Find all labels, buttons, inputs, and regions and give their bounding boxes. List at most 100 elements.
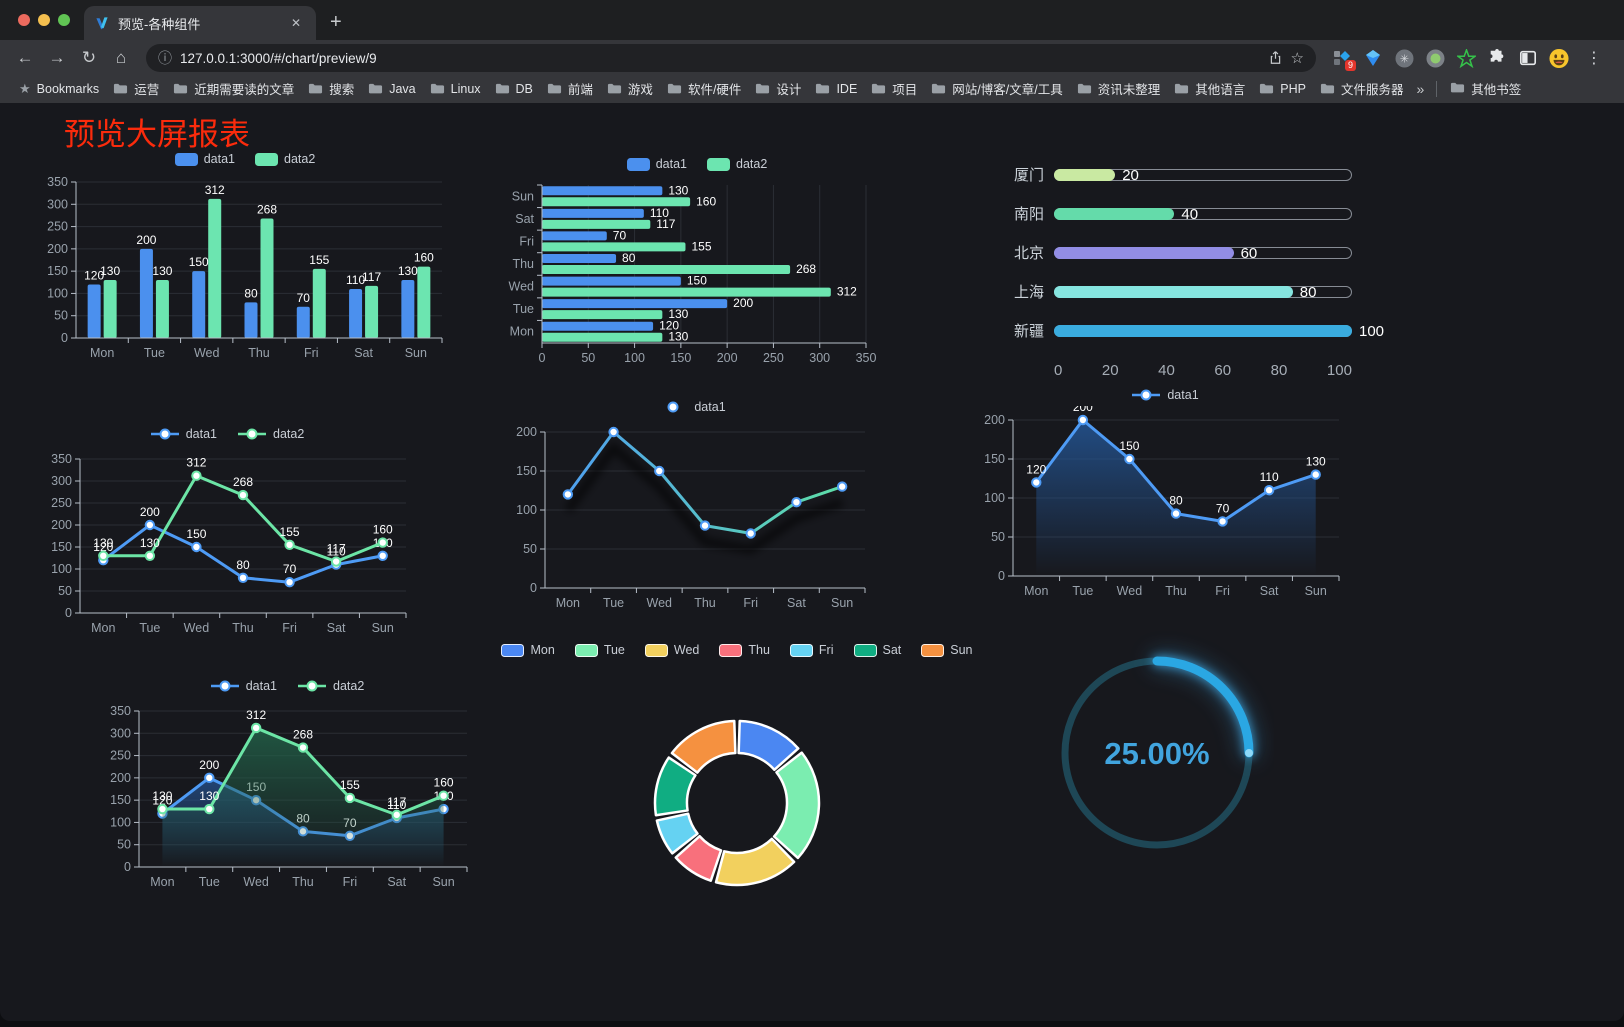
legend-item-data2[interactable]: data2: [237, 427, 304, 441]
svg-text:117: 117: [327, 542, 346, 556]
legend-marker-icon: [1132, 389, 1161, 401]
extension-star-icon[interactable]: [1456, 48, 1476, 68]
bookmark-star-icon[interactable]: ☆: [1290, 50, 1304, 67]
bookmark-folder-软件/硬件[interactable]: 软件/硬件: [660, 76, 748, 101]
legend-item-Sat[interactable]: Sat: [853, 643, 902, 657]
svg-text:200: 200: [110, 771, 131, 785]
bookmark-folder-运营[interactable]: 运营: [106, 76, 166, 101]
legend-marker-icon: [210, 680, 239, 692]
svg-text:Mon: Mon: [1024, 584, 1048, 598]
bookmark-folder-网站/博客/文章/工具[interactable]: 网站/博客/文章/工具: [924, 76, 1069, 101]
legend-item-Tue[interactable]: Tue: [574, 643, 625, 657]
legend-item-data1[interactable]: data1: [210, 679, 277, 693]
area-line-chart: data1 0 50 100 150 200 Mon Tue Wed Thu Fri Sat Sun 12…: [975, 384, 1355, 604]
bookmark-folder-搜索[interactable]: 搜索: [301, 76, 361, 101]
folder-icon: [816, 83, 830, 94]
legend-item-data2[interactable]: data2: [297, 679, 364, 693]
legend-item-data2[interactable]: data2: [255, 152, 315, 166]
svg-text:155: 155: [340, 778, 360, 792]
share-icon[interactable]: [1268, 50, 1283, 66]
bookmark-folder-label: 其他语言: [1195, 83, 1246, 97]
bookmark-folder-设计[interactable]: 设计: [748, 76, 808, 101]
legend-swatch: [707, 157, 730, 171]
legend-item-Mon[interactable]: Mon: [501, 643, 555, 657]
bookmark-folder-Linux[interactable]: Linux: [423, 78, 488, 99]
bookmarks-root[interactable]: ★ Bookmarks: [12, 78, 106, 100]
donut-chart: Mon Tue Wed Thu Fri Sat Sun: [501, 639, 973, 939]
progress-row-上海: 上海 80: [1000, 272, 1352, 311]
legend-item-data1[interactable]: data1: [1131, 388, 1199, 402]
close-window-button[interactable]: [18, 14, 30, 26]
extension-kite-icon[interactable]: [1363, 48, 1383, 68]
legend-item-data1[interactable]: data1: [174, 152, 235, 166]
profile-avatar[interactable]: [1549, 48, 1569, 68]
extensions-puzzle-icon[interactable]: [1487, 48, 1507, 68]
two-area-chart: data1 data2 0 50 100 150 200 250 300 350 Mon Tue Wed…: [95, 675, 479, 895]
bookmark-folder-文件服务器[interactable]: 文件服务器: [1313, 76, 1411, 101]
back-button[interactable]: ←: [16, 48, 34, 67]
browser-tab[interactable]: 预览-各种组件 ✕: [84, 6, 316, 40]
bookmark-folder-PHP[interactable]: PHP: [1252, 78, 1313, 99]
bookmark-folder-项目[interactable]: 项目: [864, 76, 924, 101]
home-button[interactable]: ⌂: [115, 48, 127, 67]
progress-track[interactable]: 20: [1054, 167, 1352, 184]
progress-track[interactable]: 40: [1054, 206, 1352, 223]
minimize-window-button[interactable]: [38, 14, 50, 26]
svg-text:150: 150: [51, 540, 72, 554]
progress-track[interactable]: 80: [1054, 284, 1352, 301]
svg-text:250: 250: [51, 496, 72, 510]
svg-text:Wed: Wed: [647, 596, 673, 610]
extension-blocker-icon[interactable]: 9: [1332, 48, 1356, 71]
extension-green-dot-icon[interactable]: [1425, 48, 1445, 68]
folder-icon: [114, 83, 128, 94]
progress-fill: [1054, 285, 1293, 298]
svg-text:130: 130: [140, 536, 160, 550]
forward-button[interactable]: →: [48, 48, 66, 67]
zoom-window-button[interactable]: [58, 14, 70, 26]
site-info-icon[interactable]: ⓘ: [158, 50, 172, 66]
progress-track[interactable]: 60: [1054, 245, 1352, 262]
axis-tick-label: 100: [1326, 362, 1352, 379]
progress-track[interactable]: 100: [1054, 323, 1384, 340]
bookmark-folder-IDE[interactable]: IDE: [808, 78, 864, 99]
legend-item-data1[interactable]: data1: [626, 157, 687, 171]
bookmark-folder-近期需要读的文章[interactable]: 近期需要读的文章: [166, 76, 301, 101]
bookmark-folder-DB[interactable]: DB: [488, 78, 540, 99]
legend-item-Fri[interactable]: Fri: [789, 643, 834, 657]
svg-text:Sat: Sat: [354, 346, 373, 360]
legend-marker-icon: [659, 401, 688, 413]
tab-close-icon[interactable]: ✕: [290, 16, 301, 30]
svg-text:268: 268: [796, 262, 816, 276]
legend-label: Sat: [882, 643, 902, 657]
menu-kebab-icon[interactable]: ⋮: [1586, 50, 1602, 67]
svg-text:130: 130: [199, 789, 219, 803]
reload-button[interactable]: ↻: [81, 48, 97, 67]
legend-item-Sun[interactable]: Sun: [921, 643, 973, 657]
legend-item-data2[interactable]: data2: [707, 157, 767, 171]
legend-item-Thu[interactable]: Thu: [719, 643, 770, 657]
bookmark-folder-前端[interactable]: 前端: [540, 76, 600, 101]
svg-text:120: 120: [84, 269, 104, 283]
svg-text:350: 350: [856, 351, 877, 365]
line-chart-plot: 0 50 100 150 200 250 300 350 Mon Tue Wed Thu Fri Sat S…: [110, 704, 468, 889]
bookmark-folder-Java[interactable]: Java: [361, 78, 422, 99]
sidebar-icon[interactable]: [1518, 48, 1538, 68]
legend-item-data1[interactable]: data1: [658, 400, 726, 414]
new-tab-button[interactable]: +: [330, 11, 342, 33]
address-bar[interactable]: ⓘ 127.0.0.1:3000/#/chart/preview/9 ☆: [146, 44, 1316, 72]
bookmark-folder-游戏[interactable]: 游戏: [600, 76, 660, 101]
svg-text:200: 200: [136, 233, 156, 247]
legend-item-Wed[interactable]: Wed: [644, 643, 699, 657]
bookmark-folder-资讯未整理[interactable]: 资讯未整理: [1070, 76, 1168, 101]
svg-text:150: 150: [670, 351, 691, 365]
axis-tick-label: 80: [1270, 362, 1288, 379]
bookmarks-overflow-chevron[interactable]: »: [1416, 80, 1425, 97]
chart-legend: data1 data2: [40, 148, 450, 170]
svg-text:Thu: Thu: [232, 621, 254, 635]
bookmark-folder-其他语言[interactable]: 其他语言: [1167, 76, 1252, 101]
other-bookmarks[interactable]: 其他书签: [1443, 76, 1528, 101]
bookmark-folder-label: 项目: [892, 83, 918, 97]
legend-item-data1[interactable]: data1: [150, 427, 217, 441]
extension-wheel-icon[interactable]: ✳: [1394, 48, 1414, 68]
